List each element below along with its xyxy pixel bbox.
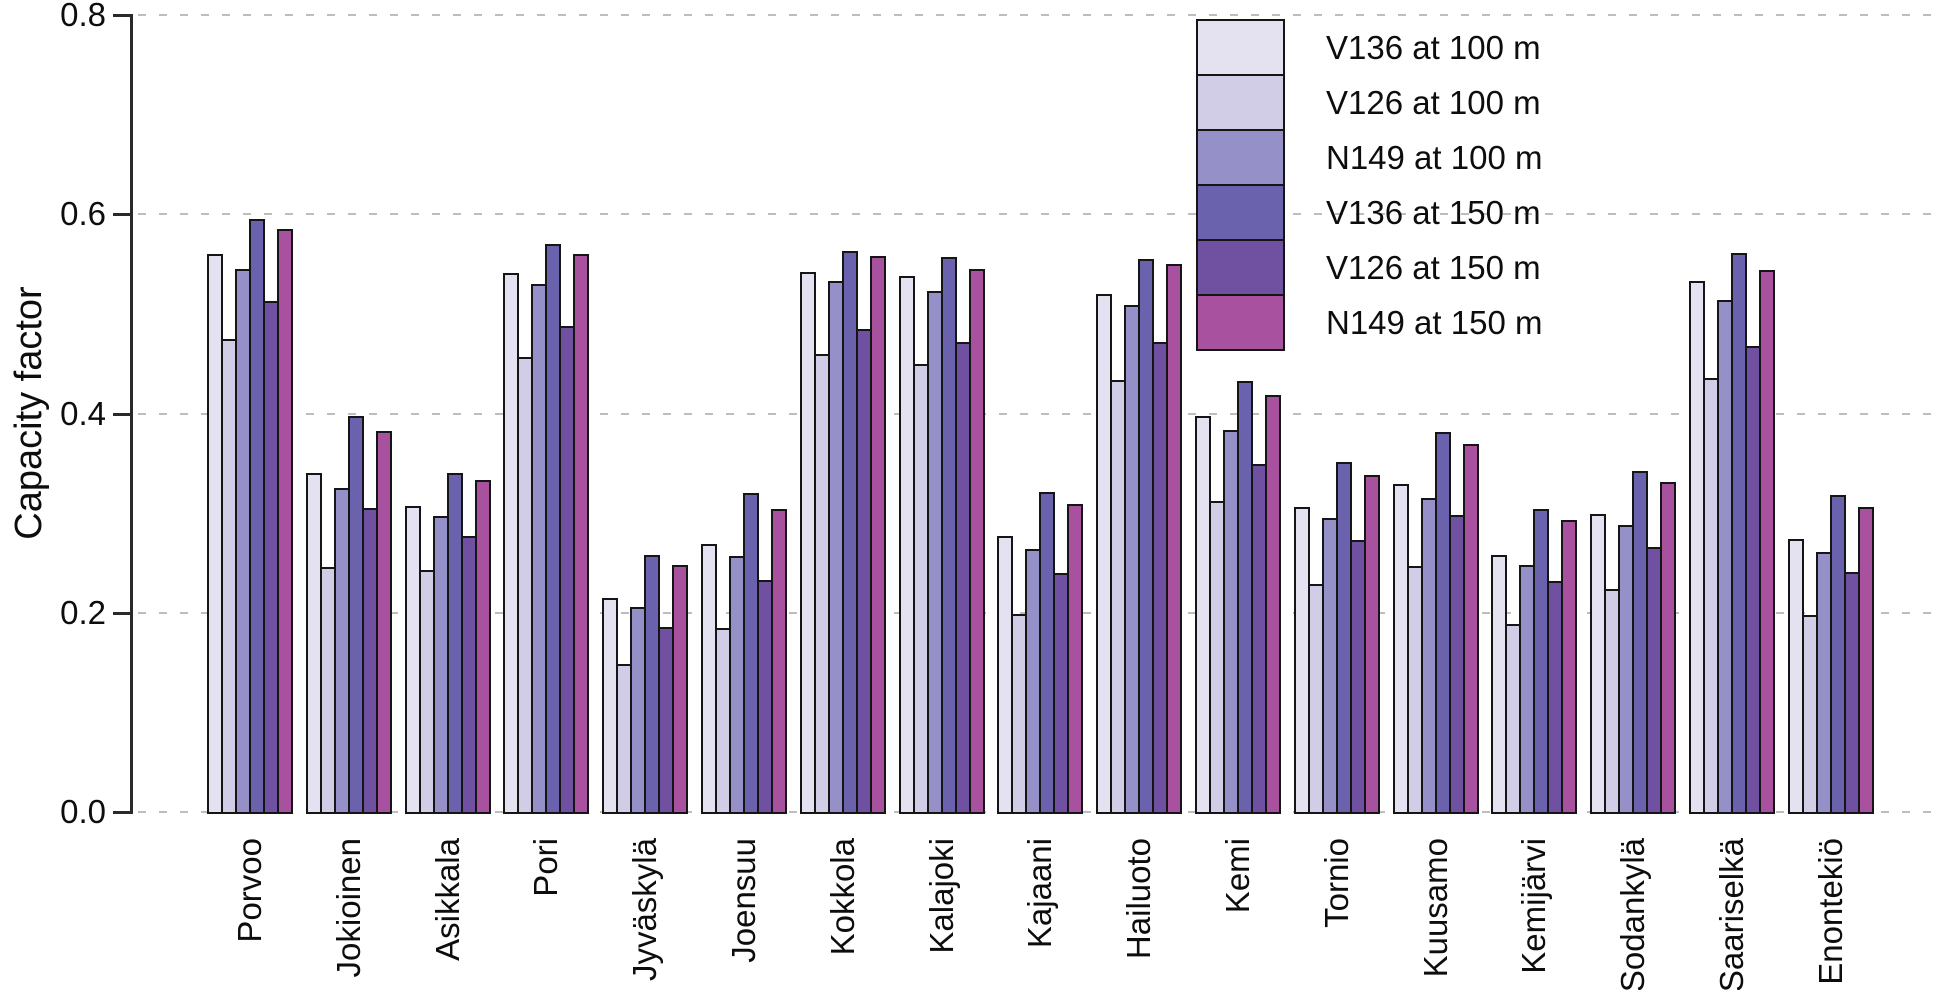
bar-Joensuu-N149 at 150 m [771,509,787,814]
bar-Asikkala-N149 at 150 m [475,480,491,814]
x-tick-label-Porvoo: Porvoo [231,838,268,943]
legend-label-V136 at 100 m: V136 at 100 m [1326,28,1541,66]
legend-swatch-V136 at 100 m [1196,19,1285,76]
x-tick-label-Kajaani: Kajaani [1021,838,1059,949]
bar-Jyväskylä-N149 at 150 m [672,564,688,814]
legend-label-N149 at 100 m: N149 at 100 m [1326,138,1543,176]
legend-swatch-V136 at 150 m [1196,184,1285,241]
legend-label-V126 at 150 m: V126 at 150 m [1326,248,1541,286]
bar-Porvoo-N149 at 150 m [277,229,293,814]
gridline-0.4 [138,412,1941,415]
bar-Pori-N149 at 150 m [573,254,589,814]
y-tick-0.2 [113,611,131,615]
x-tick-label-Saariselkä: Saariselkä [1713,838,1750,990]
bar-Kemi-N149 at 150 m [1265,394,1281,814]
legend-swatch-N149 at 100 m [1196,129,1285,186]
x-tick-label-Asikkala: Asikkala [428,838,466,961]
x-tick-label-Jokioinen: Jokioinen [329,838,367,978]
x-tick-label-Hailuoto: Hailuoto [1120,838,1158,960]
bar-Sodankylä-N149 at 150 m [1660,482,1676,814]
x-tick-label-Jyväskylä: Jyväskylä [626,838,664,982]
x-tick-label-Joensuu: Joensuu [725,838,762,963]
bar-Kuusamo-N149 at 150 m [1463,444,1479,814]
bar-Kajaani-N149 at 150 m [1067,504,1083,814]
bar-Kemijärvi-N149 at 150 m [1561,520,1577,814]
y-tick-label-0.0: 0.0 [60,793,106,830]
x-tick-label-Kemijärvi: Kemijärvi [1515,838,1553,974]
y-tick-0.8 [113,14,131,17]
bar-Hailuoto-N149 at 150 m [1166,264,1182,814]
y-tick-0.0 [113,811,131,814]
x-tick-label-Enontekiö: Enontekiö [1811,838,1849,985]
y-tick-label-0.2: 0.2 [60,593,106,631]
y-axis-line [130,14,133,814]
x-tick-label-Kokkola: Kokkola [823,838,861,956]
y-tick-label-0.8: 0.8 [60,0,106,33]
bar-Kokkola-N149 at 150 m [870,256,886,814]
x-tick-label-Kemi: Kemi [1219,838,1256,914]
y-tick-0.6 [113,213,131,217]
bar-Enontekiö-N149 at 150 m [1858,507,1874,814]
legend-label-N149 at 150 m: N149 at 150 m [1326,303,1543,341]
y-tick-0.4 [113,412,131,416]
x-tick-label-Kuusamo: Kuusamo [1416,838,1454,978]
gridline-0.6 [138,213,1941,216]
x-tick-label-Sodankylä: Sodankylä [1614,838,1652,990]
legend-swatch-V126 at 100 m [1196,74,1285,131]
x-tick-label-Pori: Pori [527,838,565,897]
bar-Tornio-N149 at 150 m [1364,475,1380,814]
bar-Jokioinen-N149 at 150 m [376,431,392,814]
x-tick-label-Tornio: Tornio [1317,838,1355,928]
bar-Kalajoki-N149 at 150 m [969,269,985,814]
bar-Saariselkä-N149 at 150 m [1759,270,1775,814]
y-tick-label-0.4: 0.4 [60,394,106,432]
y-tick-label-0.6: 0.6 [60,195,106,233]
gridline-0.8 [138,14,1941,16]
legend-swatch-V126 at 150 m [1196,239,1285,296]
legend-label-V126 at 100 m: V126 at 100 m [1326,83,1541,121]
legend-swatch-N149 at 150 m [1196,294,1285,351]
legend-label-V136 at 150 m: V136 at 150 m [1326,193,1541,231]
x-tick-label-Kalajoki: Kalajoki [922,838,960,954]
